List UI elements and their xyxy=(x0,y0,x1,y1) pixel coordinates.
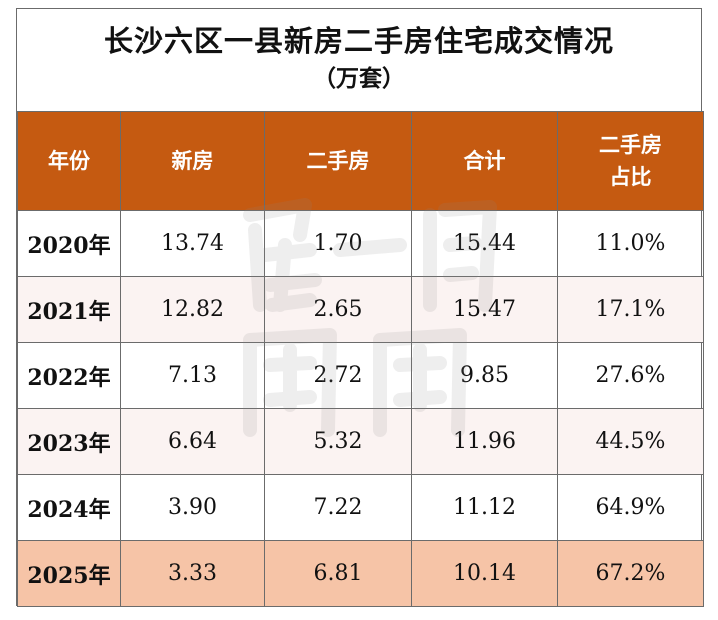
table-row: 2020年 13.74 1.70 15.44 11.0% xyxy=(17,210,704,277)
header-row: 年份 新房 二手房 合计 二手房 占比 xyxy=(17,111,704,211)
cell-total: 10.14 xyxy=(411,540,558,607)
table-frame: 长沙六区一县新房二手房住宅成交情况 （万套） 年份 新房 二手房 合计 二手房 … xyxy=(16,8,704,607)
housing-transactions-table: 年份 新房 二手房 合计 二手房 占比 2020年 13.74 1.70 15.… xyxy=(17,111,704,607)
header-year: 年份 xyxy=(17,111,121,211)
cell-share: 64.9% xyxy=(557,474,704,541)
header-share-line2: 占比 xyxy=(609,165,652,189)
page-title: 长沙六区一县新房二手房住宅成交情况 xyxy=(103,24,614,58)
cell-second: 2.72 xyxy=(264,342,412,409)
table-row: 2024年 3.90 7.22 11.12 64.9% xyxy=(17,474,704,541)
cell-year: 2020年 xyxy=(17,210,121,277)
cell-new: 3.33 xyxy=(120,540,265,607)
cell-second: 7.22 xyxy=(264,474,412,541)
cell-share: 11.0% xyxy=(557,210,704,277)
cell-total: 11.96 xyxy=(411,408,558,475)
cell-share: 17.1% xyxy=(557,276,704,343)
cell-new: 3.90 xyxy=(120,474,265,541)
header-total: 合计 xyxy=(411,111,558,211)
cell-year: 2025年 xyxy=(17,540,121,607)
cell-year: 2021年 xyxy=(17,276,121,343)
cell-new: 7.13 xyxy=(120,342,265,409)
cell-new: 13.74 xyxy=(120,210,265,277)
cell-share: 44.5% xyxy=(557,408,704,475)
cell-year: 2022年 xyxy=(17,342,121,409)
cell-second: 2.65 xyxy=(264,276,412,343)
cell-share: 27.6% xyxy=(557,342,704,409)
cell-new: 6.64 xyxy=(120,408,265,475)
header-share: 二手房 占比 xyxy=(557,111,704,211)
cell-second: 6.81 xyxy=(264,540,412,607)
header-share-line1: 二手房 xyxy=(599,133,662,157)
header-second: 二手房 xyxy=(264,111,412,211)
cell-share: 67.2% xyxy=(557,540,704,607)
cell-second: 1.70 xyxy=(264,210,412,277)
cell-year: 2023年 xyxy=(17,408,121,475)
table-row: 2023年 6.64 5.32 11.96 44.5% xyxy=(17,408,704,475)
page-subtitle: （万套） xyxy=(313,66,405,92)
cell-new: 12.82 xyxy=(120,276,265,343)
cell-total: 15.44 xyxy=(411,210,558,277)
cell-total: 11.12 xyxy=(411,474,558,541)
table-row: 2022年 7.13 2.72 9.85 27.6% xyxy=(17,342,704,409)
header-new: 新房 xyxy=(120,111,265,211)
cell-total: 9.85 xyxy=(411,342,558,409)
table-row: 2021年 12.82 2.65 15.47 17.1% xyxy=(17,276,704,343)
table-row-highlight: 2025年 3.33 6.81 10.14 67.2% xyxy=(17,540,704,607)
title-block: 长沙六区一县新房二手房住宅成交情况 （万套） xyxy=(17,9,701,111)
cell-second: 5.32 xyxy=(264,408,412,475)
cell-year: 2024年 xyxy=(17,474,121,541)
cell-total: 15.47 xyxy=(411,276,558,343)
